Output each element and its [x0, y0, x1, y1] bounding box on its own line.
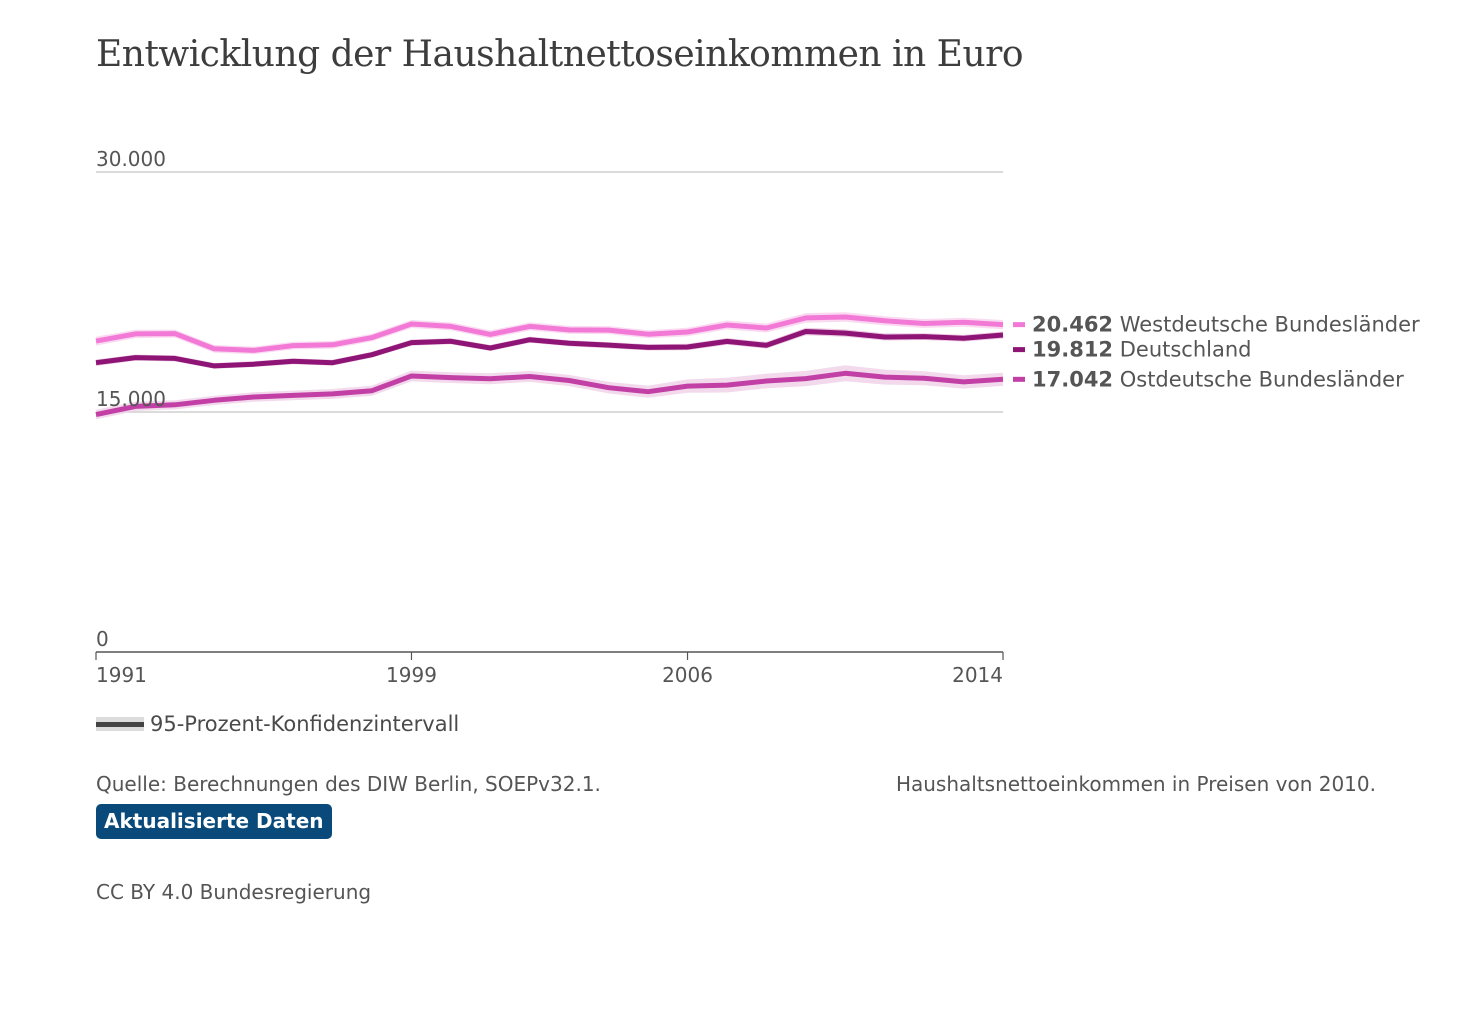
x-tick-label-2: 2006 [662, 663, 713, 687]
price-note: Haushaltsnettoeinkommen in Preisen von 2… [895, 772, 1376, 796]
series-line-1 [95, 329, 1004, 369]
end-label-0: 20.462 Westdeutsche Bundesländer [1032, 313, 1420, 337]
series-lines [95, 314, 1004, 418]
license-note: CC BY 4.0 Bundesregierung [96, 880, 372, 904]
legend: 95-Prozent-Konfidenzintervall [96, 712, 459, 736]
series-line-2 [95, 370, 1004, 418]
series-line-0 [95, 314, 1004, 353]
y-tick-label-1: 15.000 [96, 387, 166, 411]
end-label-value-2: 17.042 [1032, 367, 1113, 391]
x-tick-label-0: 1991 [96, 663, 147, 687]
y-tick-label-0: 0 [96, 627, 109, 651]
x-tick-label-3: 2014 [952, 663, 1003, 687]
end-label-value-0: 20.462 [1032, 313, 1113, 337]
x-tick-label-1: 1999 [386, 663, 437, 687]
gridlines [96, 171, 1003, 653]
end-label-value-1: 19.812 [1032, 338, 1113, 362]
end-label-name-0: Westdeutsche Bundesländer [1113, 313, 1420, 337]
end-label-name-2: Ostdeutsche Bundesländer [1113, 367, 1404, 391]
chart-title: Entwicklung der Haushaltnettoseinkommen … [96, 34, 1024, 75]
legend-label: 95-Prozent-Konfidenzintervall [150, 712, 460, 736]
confidence-interval-swatch [96, 715, 144, 733]
axis-ticks: 0 15.000 30.000 1991 1999 2006 2014 [95, 147, 1004, 687]
updated-data-button[interactable]: Aktualisierte Daten [96, 804, 332, 839]
end-label-1: 19.812 Deutschland [1032, 338, 1252, 362]
end-label-2: 17.042 Ostdeutsche Bundesländer [1032, 367, 1404, 391]
end-label-name-1: Deutschland [1113, 338, 1251, 362]
y-tick-label-2: 30.000 [96, 147, 166, 171]
source-note: Quelle: Berechnungen des DIW Berlin, SOE… [96, 772, 601, 796]
line-chart: 0 15.000 30.000 1991 1999 2006 2014 20.462 Wes… [95, 147, 1420, 687]
